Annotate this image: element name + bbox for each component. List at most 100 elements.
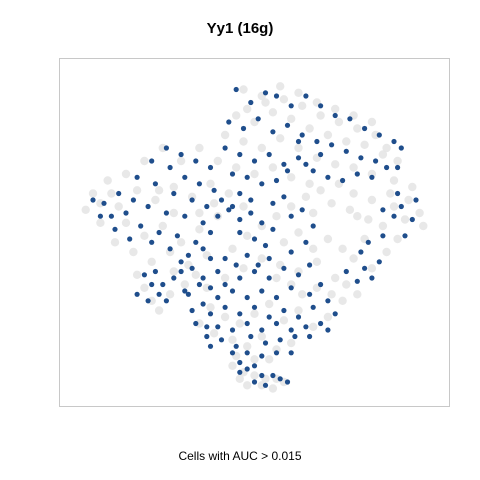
data-point [222,255,228,262]
data-point [215,268,221,275]
data-point [174,233,180,239]
data-point [295,272,302,278]
data-point [207,343,214,349]
data-point [342,280,351,289]
data-point [323,312,333,322]
data-point [229,171,236,177]
data-point [255,262,261,268]
data-point [176,156,186,166]
data-point [270,129,276,135]
data-point [334,117,344,127]
data-point [276,134,285,143]
data-point [288,285,294,291]
data-point [301,192,311,201]
data-point [220,130,230,140]
data-point [270,226,276,232]
data-point [158,221,167,231]
data-point [367,264,377,273]
data-point [235,374,244,383]
data-point [154,186,164,195]
data-point [204,203,210,210]
data-point [233,262,239,268]
data-point [97,213,103,219]
data-point [298,290,307,299]
data-point [299,132,305,138]
data-point [196,281,202,288]
data-point [279,238,289,247]
data-point [294,143,303,153]
data-point [244,366,250,372]
data-point [277,376,283,382]
data-point [211,187,217,193]
data-point [232,163,241,172]
data-point [402,233,408,239]
data-point [189,197,195,203]
data-point [270,200,276,206]
data-point [360,140,369,149]
data-point [178,268,184,275]
data-point [349,254,358,263]
data-point [389,176,399,185]
data-point [237,151,243,158]
data-point [176,238,186,247]
data-point [195,225,204,234]
data-point [294,88,303,97]
data-point [358,155,364,161]
data-point [343,268,349,275]
data-point [228,335,237,344]
data-point [262,90,269,96]
data-point [382,247,391,257]
data-point [132,186,142,195]
data-point [235,319,244,328]
data-point [347,116,353,122]
data-point [237,190,243,197]
data-point [305,179,314,188]
data-point [295,155,302,161]
data-point [332,311,338,317]
data-point [244,294,250,301]
data-point [309,322,318,331]
data-point [182,213,188,219]
data-point [196,181,202,187]
data-point [309,208,318,218]
data-point [250,169,259,179]
data-point [207,311,214,317]
data-point [193,320,199,327]
data-point [398,203,404,210]
data-point [272,273,281,283]
data-point [364,215,373,224]
data-point [318,151,324,158]
data-point [251,304,258,310]
data-point [312,257,322,266]
data-point [121,218,131,227]
data-point [167,246,173,252]
data-point [353,212,362,221]
data-point [218,337,225,343]
data-point [163,145,169,151]
data-point [318,103,324,109]
data-point [395,164,401,171]
data-point [262,242,269,249]
data-point [367,195,377,205]
data-point [391,213,397,219]
data-point [251,158,258,164]
x-axis-label: Cells with AUC > 0.015 [178,449,302,463]
data-point [332,112,338,119]
data-point [244,174,250,180]
data-point [273,177,280,184]
data-point [281,161,287,167]
data-point [376,132,382,138]
data-point [156,229,162,236]
data-point [141,272,147,278]
data-point [163,298,169,304]
data-point [265,355,274,364]
data-point [259,220,265,226]
data-point [200,301,206,307]
data-point [262,382,269,388]
data-point [287,202,296,211]
data-point [96,218,105,227]
data-point [398,145,404,151]
data-point [408,182,417,192]
data-point [400,215,410,224]
data-point [129,247,138,257]
